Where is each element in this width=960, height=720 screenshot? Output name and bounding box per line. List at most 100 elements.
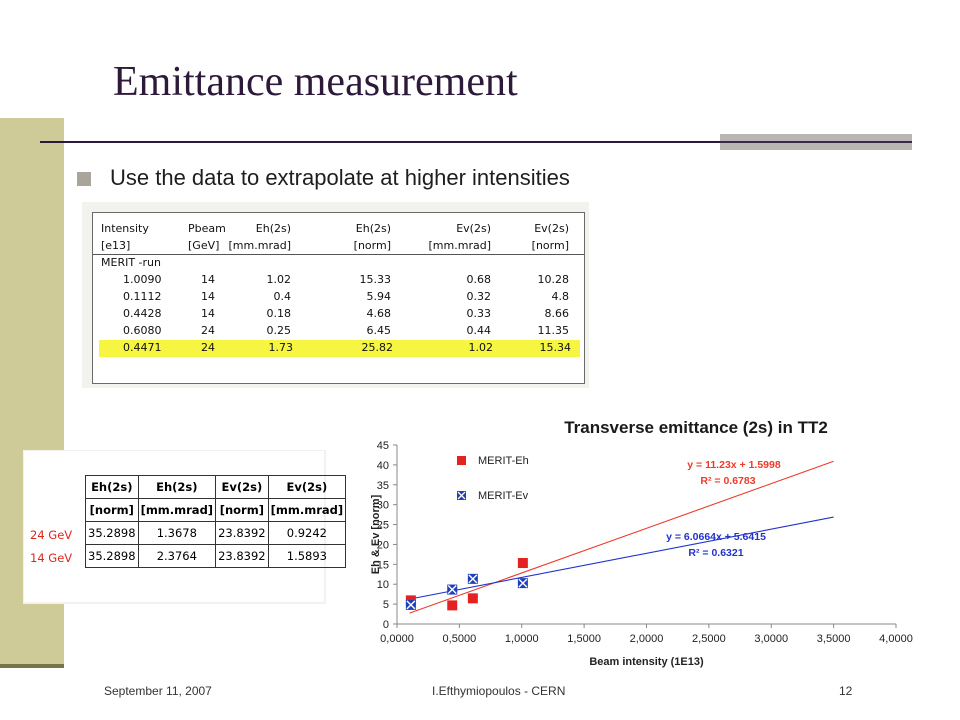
legend-box: [444, 446, 596, 522]
table-cell: 8.66: [544, 307, 570, 320]
table-cell: Eh(2s): [355, 222, 391, 235]
table-cell: 0.1112: [123, 290, 162, 303]
table-cell: 4.68: [366, 307, 392, 320]
energy-table-panel: Eh(2s) Eh(2s) Ev(2s) Ev(2s) [norm] [mm.mrad][…: [24, 451, 347, 602]
table-cell: [norm]: [353, 239, 391, 252]
page-number: 12: [839, 684, 853, 698]
table-row-highlighted: 0.4471 24 1.73 25.82 1.02 15.34: [99, 340, 580, 357]
legend-square-marker-icon: [457, 456, 466, 465]
table-cell: Eh(2s): [85, 475, 139, 499]
table-cell: 0.6080: [123, 324, 162, 337]
table-cell: [mm.mrad]: [137, 498, 217, 522]
table-header-divider: [93, 254, 584, 255]
x-axis-label: Beam intensity (1E13): [589, 656, 704, 668]
legend-xbox-cross: [457, 491, 466, 500]
table-cell: [mm.mrad]: [228, 239, 291, 252]
y-tick-label: 20: [377, 539, 389, 551]
data-point-eh: [517, 558, 528, 569]
y-tick-label: 30: [377, 500, 389, 512]
table-cell: 1.3678: [137, 521, 217, 545]
x-tick-label: 4,0000: [879, 633, 913, 645]
table-cell: 24: [201, 324, 215, 337]
table-cell: 0.32: [466, 290, 492, 303]
table-section-label: MERIT -run: [101, 256, 161, 269]
legend-label: MERIT-Eh: [478, 455, 529, 467]
table-cell: 14: [201, 290, 215, 303]
table-cell: Pbeam: [188, 222, 226, 235]
table-cell: Ev(2s): [534, 222, 569, 235]
x-tick-label: 2,0000: [630, 633, 664, 645]
side-accent-bar-cap: [0, 664, 64, 668]
legend-label: MERIT-Ev: [478, 490, 529, 502]
table-cell: 14: [201, 273, 215, 286]
x-tick-label: 0,0000: [380, 633, 414, 645]
table-units-row: [e13] [GeV] [mm.mrad] [norm] [mm.mrad] [norm]: [93, 238, 584, 255]
table-cell: 6.45: [366, 324, 392, 337]
table-cell: 11.35: [537, 324, 570, 337]
table-cell: 5.94: [366, 290, 392, 303]
table-cell: 0.4428: [123, 307, 162, 320]
table-cell: 0.44: [466, 324, 492, 337]
title-rule-block-line: [720, 141, 912, 143]
table-row: 0.6080 24 0.25 6.45 0.44 11.35: [93, 323, 584, 340]
bullet-square-icon: [77, 172, 91, 186]
table-cell: 35.2898: [85, 521, 139, 545]
table-cell: 0.4: [273, 290, 292, 303]
table-cell: 0.68: [466, 273, 492, 286]
data-point-ev-cross: [406, 600, 416, 610]
x-tick-label: 3,0000: [754, 633, 788, 645]
table-row: 0.1112 14 0.4 5.94 0.32 4.8: [93, 289, 584, 306]
table-cell: 1.02: [266, 273, 292, 286]
table-cell: 1.0090: [123, 273, 162, 286]
table-cell: [GeV]: [188, 239, 220, 252]
table-cell: 14: [201, 307, 215, 320]
bullet-text: Use the data to extrapolate at higher in…: [110, 165, 570, 190]
merit-table: Intensity Pbeam Eh(2s) Eh(2s) Ev(2s) Ev(2s) [e…: [92, 212, 585, 384]
table-cell: 1.02: [468, 341, 494, 354]
table-cell: 35.2898: [85, 544, 139, 568]
table-cell: 23.8392: [215, 521, 269, 545]
energy-table-row: 35.2898 2.3764 23.8392 1.5893: [85, 544, 347, 568]
table-cell: 23.8392: [215, 544, 269, 568]
table-cell: 15.34: [539, 341, 572, 354]
x-tick-label: 1,0000: [505, 633, 539, 645]
data-point-ev-cross: [518, 578, 528, 588]
energy-row-label: 24 GeV: [30, 528, 73, 542]
y-tick-label: 10: [377, 579, 389, 591]
table-header-row: Intensity Pbeam Eh(2s) Eh(2s) Ev(2s) Ev(2s): [93, 221, 584, 238]
table-cell: 10.28: [537, 273, 570, 286]
trend-equation: y = 6.0664x + 5.6415: [666, 531, 766, 543]
energy-row-label: 14 GeV: [30, 551, 73, 565]
table-cell: [norm]: [85, 498, 139, 522]
data-point-eh: [467, 593, 478, 604]
y-tick-label: 15: [377, 559, 389, 571]
y-tick-label: 0: [383, 619, 389, 631]
y-axis-label: Eh & Ev [norm]: [370, 494, 382, 574]
table-cell: 24: [201, 341, 215, 354]
y-tick-label: 40: [377, 460, 389, 472]
x-tick-label: 1,5000: [567, 633, 601, 645]
y-tick-label: 45: [377, 440, 389, 452]
y-tick-label: 25: [377, 520, 389, 532]
energy-table-units-row: [norm] [mm.mrad] [norm] [mm.mrad]: [85, 498, 347, 522]
data-point-ev-cross: [468, 574, 478, 584]
table-cell: Ev(2s): [215, 475, 269, 499]
footer-author: I.Efthymiopoulos - CERN: [432, 684, 566, 698]
table-cell: Ev(2s): [456, 222, 491, 235]
table-row: 1.0090 14 1.02 15.33 0.68 10.28: [93, 272, 584, 289]
energy-table: Eh(2s) Eh(2s) Ev(2s) Ev(2s) [norm] [mm.mrad][…: [85, 475, 347, 568]
table-cell: 0.9242: [267, 521, 347, 545]
table-cell: [mm.mrad]: [428, 239, 491, 252]
table-cell: [norm]: [531, 239, 569, 252]
trend-equation: y = 11.23x + 1.5998: [687, 459, 781, 471]
trendline: [409, 516, 834, 600]
y-tick-label: 5: [383, 599, 389, 611]
table-cell: 15.33: [359, 273, 392, 286]
table-cell: [norm]: [215, 498, 269, 522]
table-cell: 25.82: [361, 341, 394, 354]
data-point-eh: [447, 600, 458, 611]
x-tick-label: 2,5000: [692, 633, 726, 645]
table-cell: Eh(2s): [137, 475, 217, 499]
table-cell: 0.18: [266, 307, 292, 320]
